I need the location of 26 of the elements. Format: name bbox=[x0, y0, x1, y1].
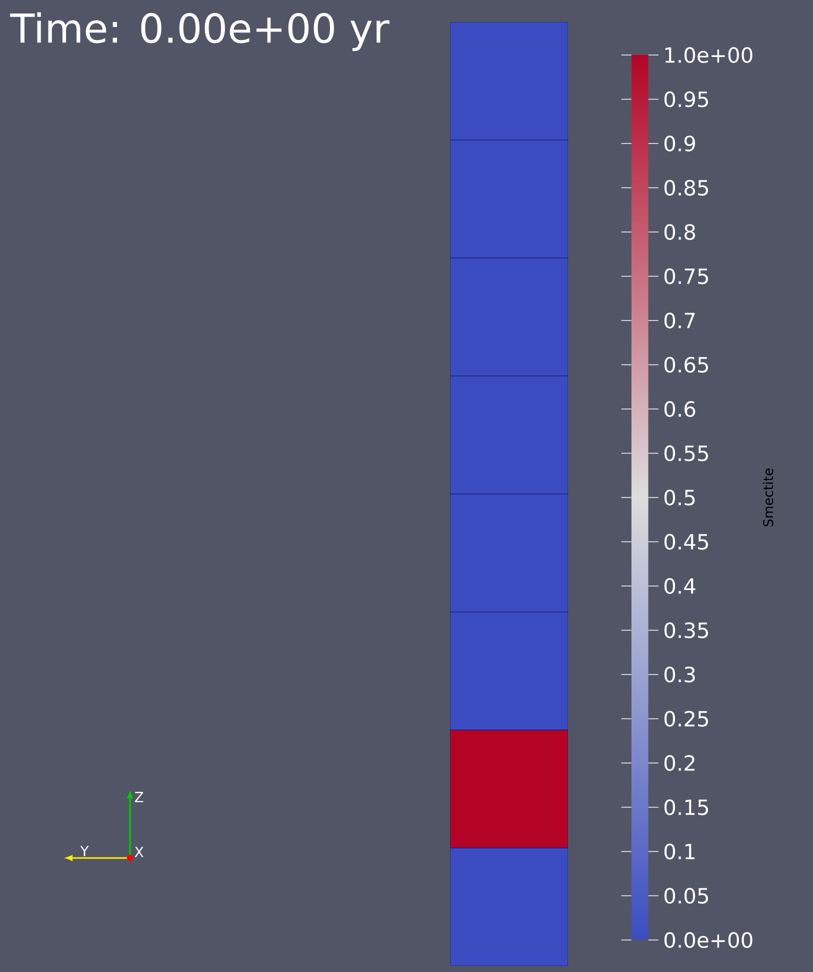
color-bar-label: 0.55 bbox=[664, 445, 708, 462]
color-bar-label: 0.0e+00 bbox=[664, 932, 752, 948]
color-bar-label: 0.35 bbox=[664, 622, 708, 638]
color-bar-label: 0.95 bbox=[664, 91, 708, 108]
color-bar-label: 0.4 bbox=[664, 578, 696, 594]
color-bar-label: 1.0e+00 bbox=[665, 47, 752, 63]
text: Y bbox=[80, 846, 89, 856]
color-bar-label: 0.05 bbox=[664, 888, 708, 904]
text: X bbox=[134, 846, 144, 858]
color-bar-label: 0.9 bbox=[664, 136, 695, 152]
color-bar-label: 0.2 bbox=[664, 755, 694, 771]
chart-title: Time: 0.00e+00 yr bbox=[10, 12, 390, 51]
color-bar-label: 0.3 bbox=[664, 666, 695, 682]
color-bar-label: 0.45 bbox=[664, 534, 708, 550]
color-bar-label: 0.65 bbox=[664, 356, 708, 373]
text: Z bbox=[134, 792, 144, 802]
color-bar-label: 0.8 bbox=[664, 224, 696, 240]
color-bar-label: 0.1 bbox=[664, 844, 695, 860]
color-bar-label: 0.5 bbox=[664, 490, 695, 506]
color-bar-label: 0.85 bbox=[664, 180, 708, 196]
color-bar-label: 0.15 bbox=[664, 799, 708, 816]
color-bar-label: 0.7 bbox=[664, 312, 695, 328]
color-bar-label: 0.25 bbox=[664, 710, 708, 727]
color-bar-label: 0.6 bbox=[664, 401, 696, 417]
color-bar-title: Smectite bbox=[762, 468, 774, 526]
color-bar-label: 0.75 bbox=[664, 268, 708, 284]
